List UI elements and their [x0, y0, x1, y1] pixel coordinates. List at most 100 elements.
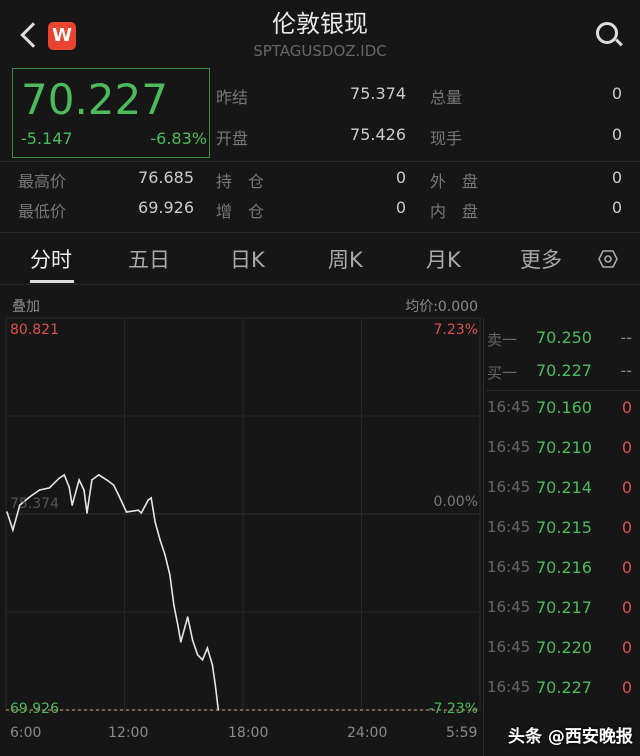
field-value: 0 — [611, 168, 622, 187]
field-value: 0 — [611, 125, 622, 144]
field-label: 最低价 — [18, 202, 67, 221]
price-change-pct: -6.83% — [150, 129, 207, 148]
ask-price: 70.250 — [536, 328, 592, 347]
bid-label: 买一 — [487, 364, 518, 382]
field-value: 0 — [611, 198, 622, 217]
search-icon[interactable] — [596, 22, 618, 44]
page-title: 伦敦银现 — [272, 10, 368, 38]
price-point — [137, 509, 140, 511]
field-label: 昨结 — [216, 88, 249, 107]
price-point — [12, 529, 14, 531]
tick-volume: 0 — [621, 598, 632, 617]
price-point — [105, 479, 108, 481]
price-point — [117, 494, 120, 496]
price-point — [98, 474, 100, 476]
price-point — [177, 624, 179, 626]
overlay-button[interactable]: 叠加 — [12, 299, 40, 315]
active-tab-indicator — [30, 280, 74, 283]
tick-time: 16:45 — [487, 438, 531, 456]
ask-volume: -- — [620, 328, 632, 347]
field-value: 76.685 — [138, 168, 194, 187]
tick-time: 16:45 — [487, 638, 531, 656]
field-label: 现手 — [430, 129, 463, 148]
price-point — [28, 496, 31, 498]
tick-volume: 0 — [621, 678, 632, 697]
divider — [486, 390, 640, 391]
price-point — [63, 474, 66, 476]
x-tick: 18:00 — [228, 725, 269, 741]
bid-volume: -- — [620, 361, 632, 380]
price-point — [201, 659, 204, 661]
price-point — [38, 489, 41, 491]
price-point — [147, 499, 149, 501]
tick-price: 70.217 — [536, 598, 592, 617]
price-point — [169, 574, 171, 576]
field-label: 最高价 — [18, 172, 67, 191]
price-point — [186, 616, 189, 618]
price-point — [164, 554, 166, 556]
tab-weekly-k[interactable]: 周K — [328, 248, 363, 272]
field-value: 0 — [611, 84, 622, 103]
field-label: 开盘 — [216, 129, 249, 148]
tab-more[interactable]: 更多 — [520, 248, 562, 272]
price-box: 70.227 -5.147 -6.83% — [12, 68, 210, 158]
price-point — [112, 484, 115, 486]
panel-divider — [483, 318, 484, 756]
symbol-code: SPTAGUSDOZ.IDC — [253, 42, 387, 60]
bid-price: 70.227 — [536, 361, 592, 380]
settings-icon[interactable] — [598, 250, 618, 268]
tick-price: 70.220 — [536, 638, 592, 657]
field-label: 增 仓 — [216, 202, 265, 221]
y-mid-pct: 0.00% — [433, 494, 478, 510]
tick-volume: 0 — [621, 558, 632, 577]
price-point — [173, 604, 175, 606]
y-bottom-pct: -7.23% — [428, 701, 478, 717]
price-point — [140, 512, 143, 514]
price-point — [125, 511, 128, 513]
divider — [0, 284, 640, 285]
price-point — [91, 479, 93, 481]
price-point — [86, 512, 88, 514]
price-point — [159, 539, 161, 541]
tab-monthly-k[interactable]: 月K — [426, 248, 461, 272]
ask-label: 卖一 — [487, 331, 518, 349]
price-point — [211, 664, 214, 666]
tab-daily-k[interactable]: 日K — [230, 248, 265, 272]
x-tick: 5:59 — [446, 725, 478, 741]
divider — [0, 161, 640, 162]
tick-volume: 0 — [621, 398, 632, 417]
tab-five-day[interactable]: 五日 — [128, 248, 170, 272]
field-label: 总量 — [430, 88, 463, 107]
x-tick: 6:00 — [10, 725, 42, 741]
price-point — [68, 486, 70, 488]
field-label: 持 仓 — [216, 172, 265, 191]
tick-price: 70.227 — [536, 678, 592, 697]
field-value: 75.426 — [350, 125, 406, 144]
y-top-label: 80.821 — [10, 322, 59, 338]
field-value: 0 — [395, 198, 406, 217]
price-change: -5.147 — [21, 129, 73, 148]
tick-time: 16:45 — [487, 518, 531, 536]
price-point — [180, 641, 182, 643]
x-tick: 24:00 — [347, 725, 388, 741]
tick-time: 16:45 — [487, 398, 531, 416]
price-point — [214, 684, 217, 686]
price-point — [150, 497, 152, 499]
price-point — [19, 504, 21, 506]
price-point — [48, 487, 51, 489]
tick-volume: 0 — [621, 478, 632, 497]
price-point — [58, 477, 61, 479]
price-line — [6, 473, 220, 710]
tick-price: 70.214 — [536, 478, 592, 497]
tab-intraday[interactable]: 分时 — [30, 248, 72, 272]
price-point — [78, 479, 80, 481]
intraday-chart[interactable] — [0, 310, 484, 756]
tick-time: 16:45 — [487, 478, 531, 496]
price-point — [196, 654, 199, 656]
tick-time: 16:45 — [487, 558, 531, 576]
field-label: 内 盘 — [430, 202, 479, 221]
price-point — [206, 647, 209, 649]
tick-volume: 0 — [621, 518, 632, 537]
field-label: 外 盘 — [430, 172, 479, 191]
last-price: 70.227 — [21, 75, 168, 124]
